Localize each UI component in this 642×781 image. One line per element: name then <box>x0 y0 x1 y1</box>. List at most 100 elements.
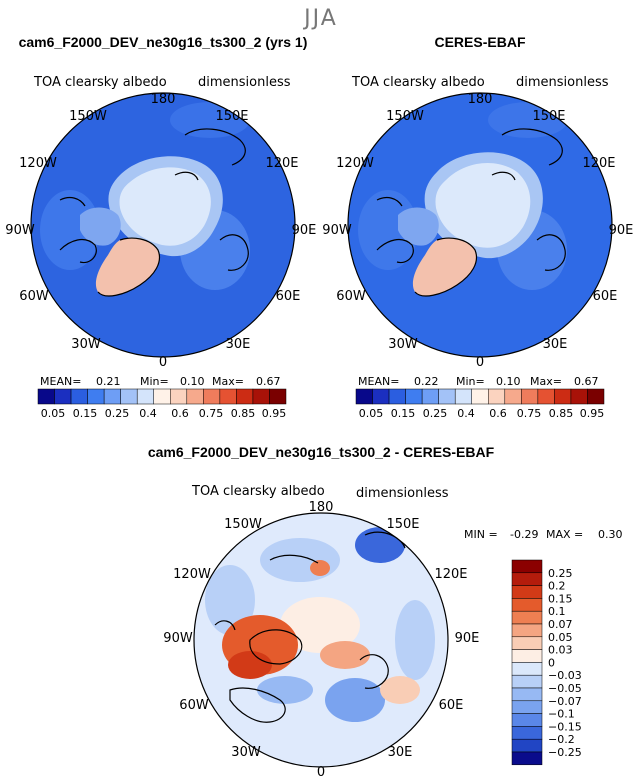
stat-mean-label: MEAN= <box>358 375 399 388</box>
colorbar-tick: 0.75 <box>517 407 542 420</box>
colorbar-swatch <box>203 388 221 405</box>
colorbar-swatch <box>153 388 171 405</box>
colorbar-tick: −0.2 <box>548 733 575 746</box>
diff-patch-negative <box>395 600 435 680</box>
colorbar-swatch <box>554 388 572 405</box>
colorbar-tick: 0.85 <box>231 407 256 420</box>
colorbar-tick: 0.15 <box>73 407 98 420</box>
colorbar-swatch <box>219 388 237 405</box>
colorbar-swatch <box>504 388 522 405</box>
lon-label: 60E <box>593 289 618 304</box>
panel-model-units: dimensionless <box>198 75 291 90</box>
colorbar-swatch <box>252 388 270 405</box>
lon-label: 120W <box>19 156 57 171</box>
archipelago <box>398 207 439 246</box>
lon-label: 30W <box>231 745 261 760</box>
colorbar-swatch <box>170 388 188 405</box>
colorbar-model <box>37 388 287 405</box>
lon-label: 60W <box>19 289 49 304</box>
colorbar-swatch <box>511 636 543 650</box>
colorbar-swatch <box>511 751 543 766</box>
lon-label: 90W <box>5 223 35 238</box>
colorbar-swatch <box>511 713 543 727</box>
stat-min-label: Min= <box>140 375 169 388</box>
stat-mean-label: MEAN= <box>40 375 81 388</box>
lon-label: 90W <box>163 631 193 646</box>
stat-max-label: Max= <box>530 375 562 388</box>
sea-ice <box>119 167 211 246</box>
colorbar-tick: −0.07 <box>548 695 582 708</box>
colorbar-swatch <box>511 674 543 689</box>
sea-ice <box>435 162 531 248</box>
colorbar-diff-ticks: 0.250.20.150.10.070.050.030−0.03−0.05−0.… <box>548 567 582 759</box>
lon-label: 30E <box>543 337 568 352</box>
stat-max-value: 0.30 <box>598 528 623 541</box>
lon-label: 150W <box>224 517 262 532</box>
colorbar-swatch <box>355 388 373 405</box>
panel-model-variable: TOA clearsky albedo <box>33 75 167 90</box>
colorbar-swatch <box>70 388 88 405</box>
lon-label: 30W <box>388 337 418 352</box>
lon-label: 150E <box>532 109 565 124</box>
diff-patch-negative <box>325 678 385 722</box>
stat-min-value: 0.10 <box>180 375 205 388</box>
season-title: JJA <box>302 6 338 31</box>
lon-label: 120E <box>582 156 615 171</box>
colorbar-swatch <box>136 388 154 405</box>
colorbar-swatch <box>54 388 72 405</box>
stat-min-value: -0.29 <box>510 528 538 541</box>
colorbar-tick: 0.85 <box>549 407 574 420</box>
colorbar-swatch <box>511 738 543 753</box>
map-border <box>193 512 449 768</box>
lon-label: 90W <box>322 223 352 238</box>
colorbar-swatch <box>269 388 287 405</box>
colorbar-swatch <box>405 388 423 405</box>
colorbar-swatch <box>236 388 254 405</box>
stat-min-label: Min= <box>456 375 485 388</box>
colorbar-tick: 0.6 <box>489 407 507 420</box>
colorbar-tick: −0.1 <box>548 708 575 721</box>
panel-diff-variable: TOA clearsky albedo <box>191 484 325 499</box>
lon-label: 150W <box>69 109 107 124</box>
lon-label: 60W <box>179 698 209 713</box>
diff-patch-positive <box>320 641 370 669</box>
lon-label: 60W <box>336 289 366 304</box>
colorbar-tick: 0.4 <box>457 407 475 420</box>
colorbar-tick: 0.05 <box>41 407 66 420</box>
panel-obs-map <box>348 93 612 357</box>
panel-model-map <box>31 93 295 357</box>
colorbar-tick: −0.05 <box>548 682 582 695</box>
colorbar-tick: 0.05 <box>359 407 384 420</box>
stat-max-value: 0.67 <box>574 375 599 388</box>
archipelago <box>80 207 121 246</box>
colorbar-tick: 0.25 <box>105 407 130 420</box>
colorbar-tick: 0.03 <box>548 644 573 657</box>
lon-label: 120W <box>173 567 211 582</box>
panel-diff-map <box>194 513 448 767</box>
panel-obs-title: CERES-EBAF <box>434 34 525 50</box>
panel-model: cam6_F2000_DEV_ne30g16_ts300_2 (yrs 1) T… <box>5 34 316 420</box>
coastline <box>376 128 566 297</box>
colorbar-tick: 0.15 <box>391 407 416 420</box>
colorbar-tick: 0.25 <box>548 567 573 580</box>
colorbar-swatch <box>471 388 489 405</box>
colorbar-swatch <box>511 610 543 625</box>
land-patch <box>40 190 100 270</box>
stat-max-label: MAX = <box>546 528 583 541</box>
colorbar-tick: 0.6 <box>171 407 189 420</box>
coastline <box>214 531 406 723</box>
lon-label: 30E <box>388 745 413 760</box>
diff-patch-negative <box>257 676 313 704</box>
diff-patch-positive <box>310 560 330 576</box>
colorbar-tick: 0.95 <box>580 407 605 420</box>
panel-diff: cam6_F2000_DEV_ne30g16_ts300_2 - CERES-E… <box>148 444 623 780</box>
colorbar-tick: −0.15 <box>548 720 582 733</box>
diff-patch-neutral <box>280 597 360 653</box>
diff-patch-negative <box>205 565 255 635</box>
stat-max-value: 0.67 <box>256 375 281 388</box>
stat-min-label: MIN = <box>464 528 498 541</box>
greenland <box>95 238 160 296</box>
colorbar-swatch <box>511 662 543 676</box>
colorbar-tick: −0.03 <box>548 669 582 682</box>
colorbar-swatch <box>511 649 543 663</box>
